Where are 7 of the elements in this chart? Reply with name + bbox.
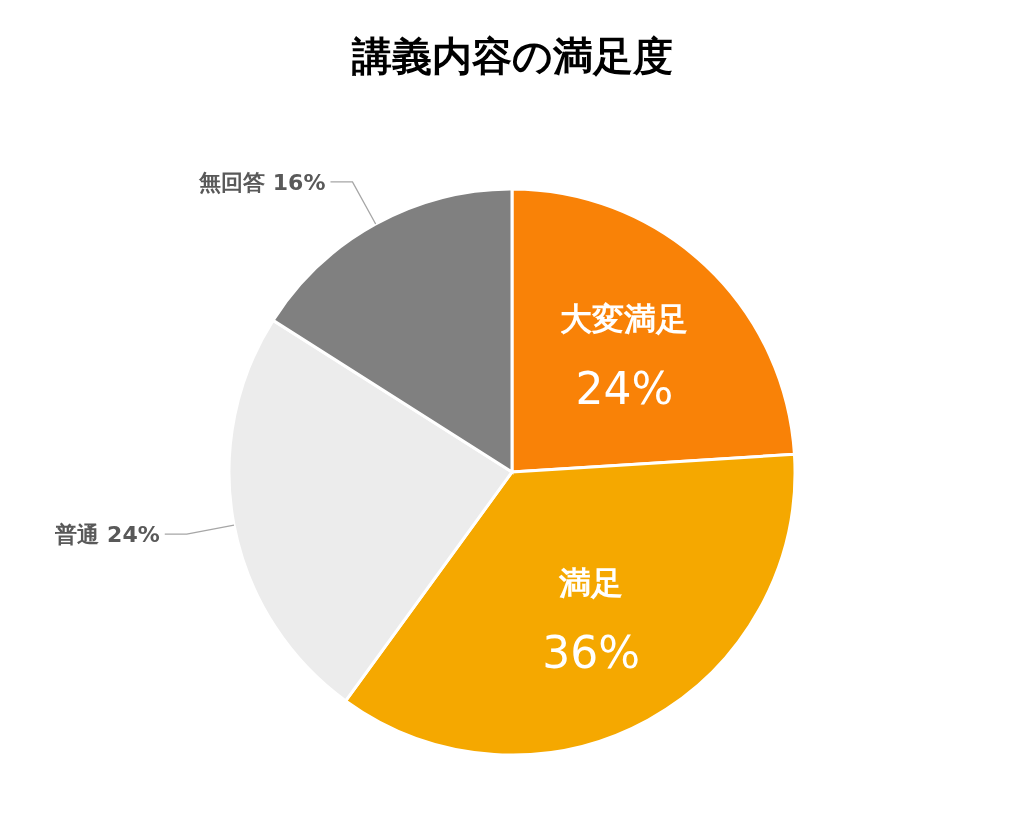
slice-label: 満足 [558,563,624,602]
data-label: 24% [575,363,674,415]
slice-label: 普通 24% [54,522,160,548]
slice-label: 大変満足 [560,300,689,339]
slice-label: 無回答 16% [198,169,326,195]
chart-title: 講義内容の満足度 [350,33,673,79]
data-label: 36% [542,626,640,678]
